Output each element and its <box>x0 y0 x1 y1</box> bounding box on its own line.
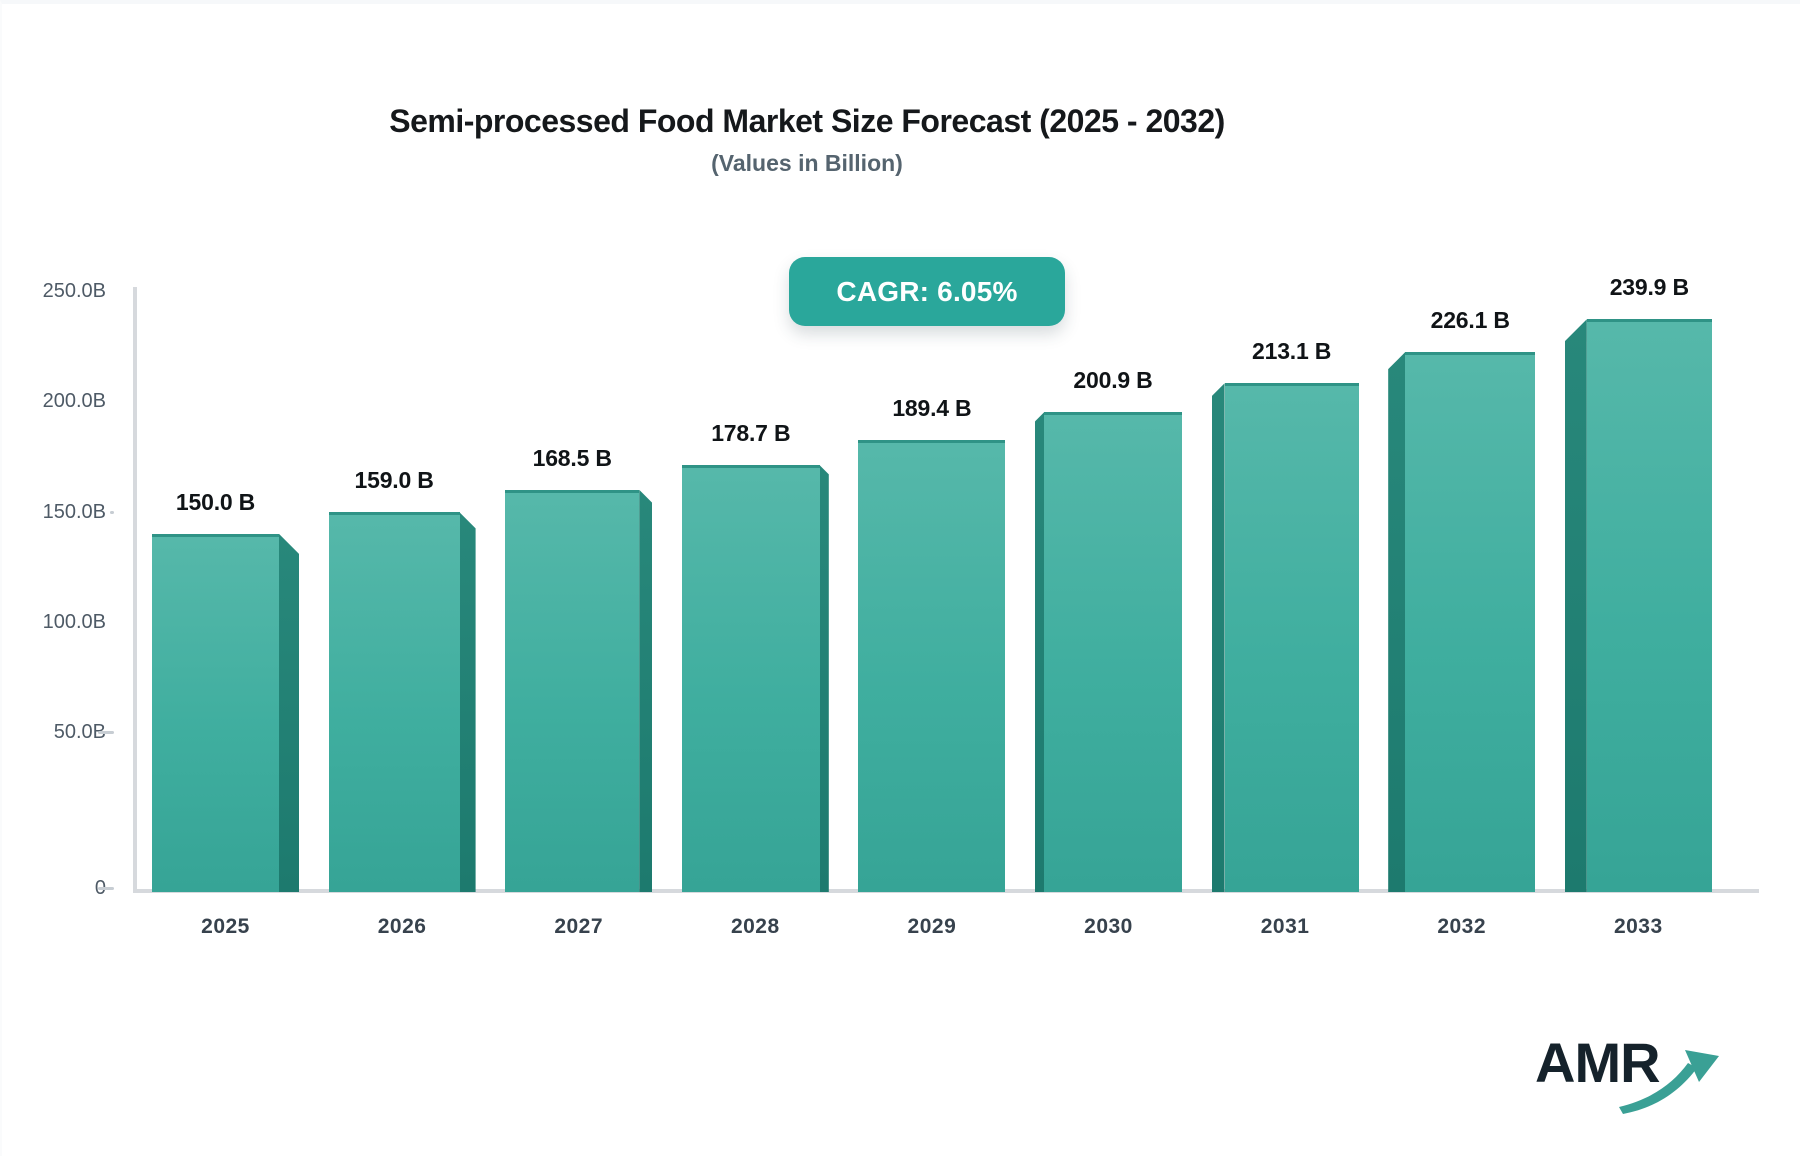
bar-side-shade <box>1564 319 1587 892</box>
bar-side-shade <box>279 533 299 892</box>
bar-2028 <box>681 465 829 892</box>
bar-value-label: 159.0 B <box>354 467 434 494</box>
cagr-badge: CAGR: 6.05% <box>789 257 1065 326</box>
chart-area: 150.0 B 159.0 B 168.5 B 178.7 B 189.4 B 200.9… <box>2 4 1800 1156</box>
bar-2030 <box>1035 412 1182 892</box>
amr-logo-text: AMR <box>1535 1031 1661 1094</box>
chart-title: Semi-processed Food Market Size Forecast… <box>389 103 1225 139</box>
bar-2032 <box>1388 352 1536 892</box>
x-axis-label-2027: 2027 <box>554 915 604 938</box>
bar-face <box>505 489 640 892</box>
x-axis-label-2029: 2029 <box>907 915 957 938</box>
y-tick-label: 250.0B <box>42 280 106 302</box>
bar-side-shade <box>819 465 829 892</box>
bar-face <box>1044 412 1182 892</box>
chart-header: Semi-processed Food Market Size Forecast… <box>2 100 1612 177</box>
x-axis-label-2031: 2031 <box>1260 915 1310 938</box>
bar-2029 <box>858 439 1006 892</box>
bar-face <box>1405 352 1536 892</box>
chart-subtitle: (Values in Billion) <box>711 150 903 176</box>
amr-logo-arrow-icon <box>1619 1050 1719 1114</box>
bar-value-label: 213.1 B <box>1252 338 1332 365</box>
bar-side-shade <box>639 489 653 892</box>
bar-2033 <box>1564 319 1712 892</box>
y-tick-label: 50.0B <box>53 721 106 743</box>
bar-face <box>858 439 1006 892</box>
bar-2026 <box>328 512 476 892</box>
bar-value-label: 150.0 B <box>175 488 256 515</box>
y-tick-mark <box>110 511 114 514</box>
bar-value-label: 200.9 B <box>1073 367 1153 394</box>
x-axis-label-2028: 2028 <box>730 915 780 938</box>
y-tick-mark <box>98 731 114 734</box>
y-tick-label: 200.0B <box>42 390 106 412</box>
bar-face <box>152 533 279 892</box>
bar-side-shade <box>1388 352 1406 892</box>
bar-face <box>681 465 820 892</box>
bar-value-label: 178.7 B <box>711 420 791 447</box>
bar-value-label: 226.1 B <box>1430 307 1510 334</box>
x-axis-label-2032: 2032 <box>1437 915 1487 938</box>
bar-2027 <box>505 489 653 892</box>
bar-2031 <box>1211 383 1359 892</box>
bar-value-label: 239.9 B <box>1609 274 1689 301</box>
y-axis-line <box>133 287 137 892</box>
bar-value-label: 168.5 B <box>532 444 612 471</box>
amr-logo: AMR <box>1535 1032 1735 1122</box>
cagr-badge-label: CAGR: 6.05% <box>836 275 1018 307</box>
bar-face <box>1586 319 1712 892</box>
bar-2025 <box>152 533 299 892</box>
bar-face <box>328 512 460 892</box>
x-axis-label-2025: 2025 <box>201 915 250 938</box>
bar-face <box>1224 383 1359 892</box>
y-tick-label: 150.0B <box>42 501 106 523</box>
bar-value-label: 189.4 B <box>892 394 972 421</box>
x-axis-label-2026: 2026 <box>377 915 427 938</box>
y-tick-label: 0 <box>2 874 106 902</box>
bar-side-shade <box>459 512 476 892</box>
x-axis-label-2030: 2030 <box>1084 915 1133 938</box>
y-tick-mark <box>98 887 114 890</box>
bar-side-shade <box>1211 383 1225 892</box>
x-axis-label-2033: 2033 <box>1613 915 1663 938</box>
y-tick-label: 100.0B <box>42 611 106 633</box>
bar-side-shade <box>1035 412 1044 892</box>
